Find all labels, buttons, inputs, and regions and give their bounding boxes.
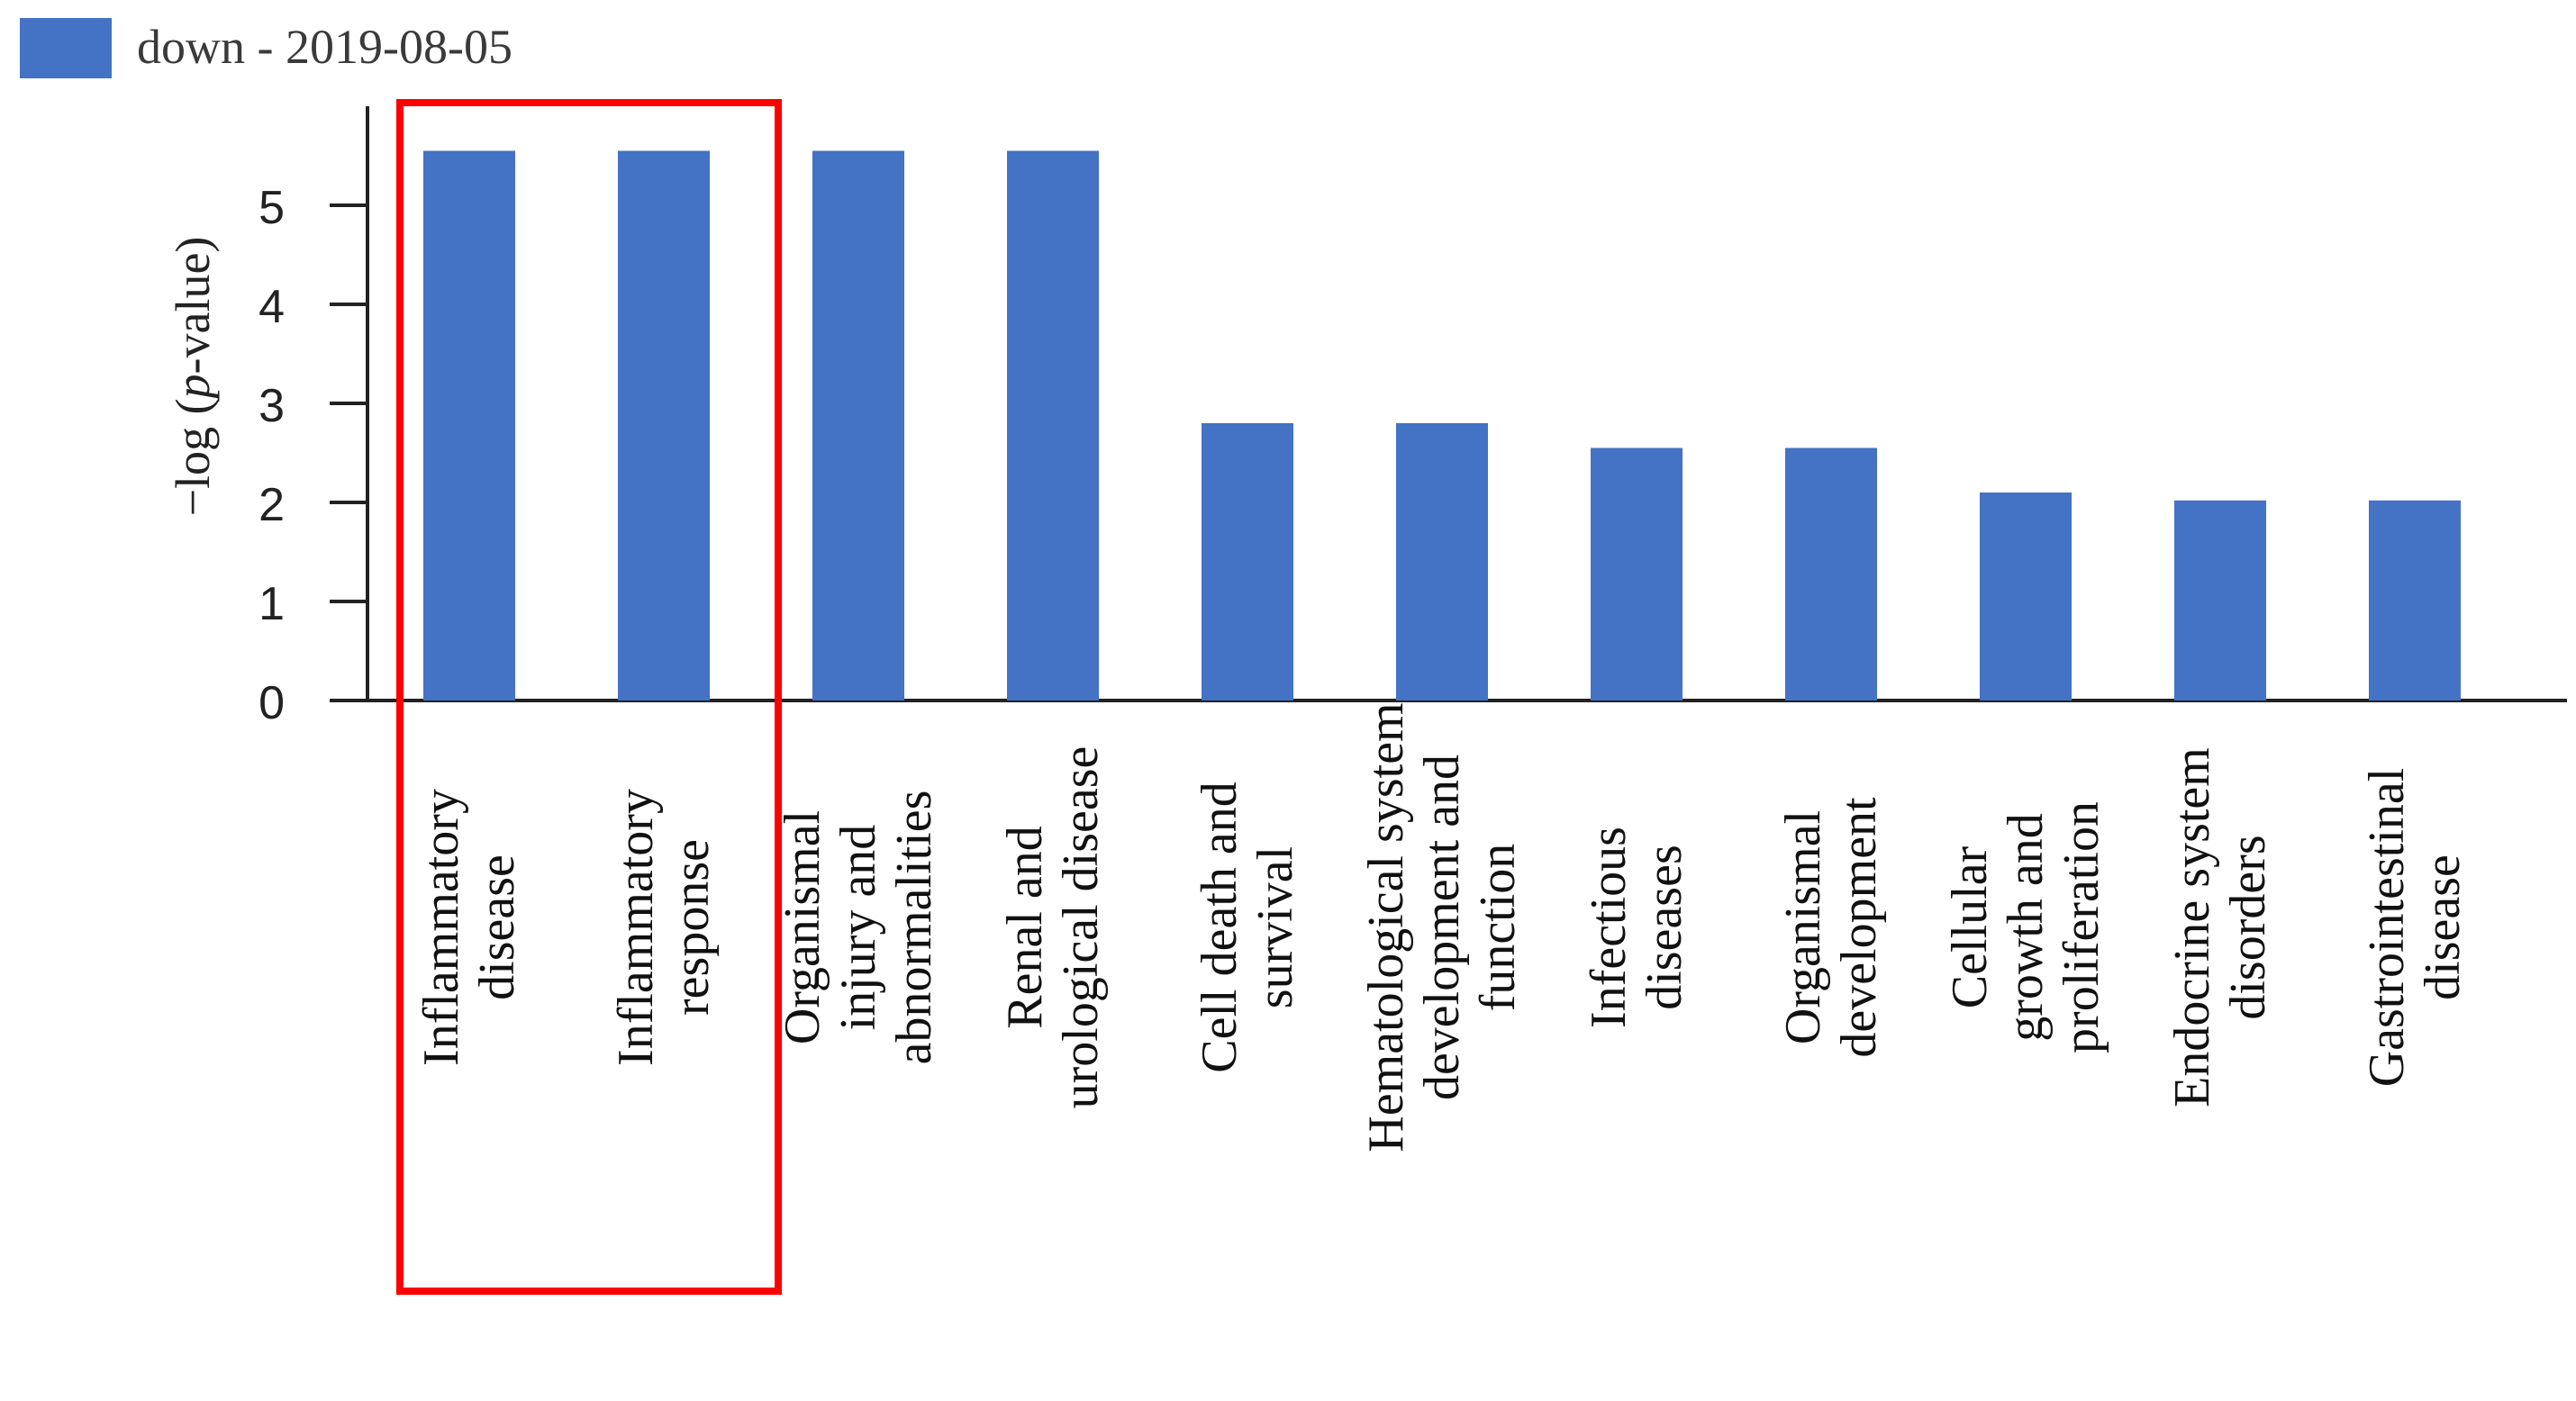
x-tick-label: Gastrointestinaldisease [2359, 768, 2471, 1088]
x-tick-label: Cell death andsurvival [1192, 782, 1303, 1072]
x-tick-label: Infectiousdiseases [1581, 827, 1692, 1028]
x-tick-label: Organismaldevelopment [1775, 797, 1887, 1058]
y-tick-label: 1 [259, 578, 285, 630]
x-tick-labels: Inflammatorydisease Inflammatoryresponse O… [413, 702, 2471, 1152]
highlight-box [396, 99, 782, 1295]
svg-text:Renal andurological disease: Renal andurological disease [997, 746, 1109, 1109]
bar [1202, 423, 1293, 700]
svg-text:Inflammatoryresponse: Inflammatoryresponse [608, 789, 720, 1066]
svg-text:Infectiousdiseases: Infectiousdiseases [1581, 827, 1692, 1028]
bar [1785, 447, 1877, 700]
svg-text:Cell death andsurvival: Cell death andsurvival [1192, 782, 1303, 1072]
bar [423, 150, 515, 700]
bar [1396, 423, 1488, 700]
x-tick-label: Organismalinjury andabnormalities [775, 791, 942, 1065]
x-tick-label: Renal andurological disease [997, 746, 1109, 1109]
y-tick-label: 5 [259, 182, 285, 234]
legend-label: down - 2019-08-05 [137, 20, 512, 74]
bar [1007, 150, 1099, 700]
x-tick-label: Inflammatorydisease [413, 789, 525, 1066]
bar [618, 150, 710, 700]
y-axis-label: −log (p-value) [166, 237, 220, 517]
y-tick-label: 0 [259, 677, 285, 729]
x-tick-label: Hematological systemdevelopment andfunct… [1358, 702, 1526, 1152]
y-tick-label: 2 [259, 479, 285, 531]
legend: down - 2019-08-05 [20, 18, 512, 78]
y-axis-label-suffix: -value) [166, 237, 220, 375]
bar [2369, 500, 2461, 700]
bars [423, 150, 2461, 700]
bar [2174, 500, 2266, 700]
bar [812, 150, 904, 700]
legend-swatch [20, 18, 112, 78]
x-tick-label: Inflammatoryresponse [608, 789, 720, 1066]
y-axis-label-italic: p [166, 374, 220, 402]
x-tick-label: Cellulargrowth andproliferation [1942, 801, 2109, 1053]
svg-text:Organismaldevelopment: Organismaldevelopment [1775, 797, 1887, 1058]
x-tick-label: Endocrine systemdisorders [2164, 747, 2276, 1107]
bar [1591, 447, 1683, 700]
svg-text:Gastrointestinaldisease: Gastrointestinaldisease [2359, 768, 2471, 1088]
y-tick-label: 3 [259, 380, 285, 432]
svg-text:Endocrine systemdisorders: Endocrine systemdisorders [2164, 747, 2276, 1107]
svg-text:Cellulargrowth andproliferatio: Cellulargrowth andproliferation [1942, 801, 2109, 1053]
y-axis-label-prefix: −log ( [166, 398, 220, 516]
svg-text:Organismalinjury andabnormalit: Organismalinjury andabnormalities [775, 791, 942, 1065]
y-tick-label: 4 [259, 281, 285, 333]
bar [1980, 493, 2072, 700]
svg-text:Hematological systemdevelopmen: Hematological systemdevelopment andfunct… [1358, 702, 1526, 1152]
svg-text:Inflammatorydisease: Inflammatorydisease [413, 789, 525, 1066]
